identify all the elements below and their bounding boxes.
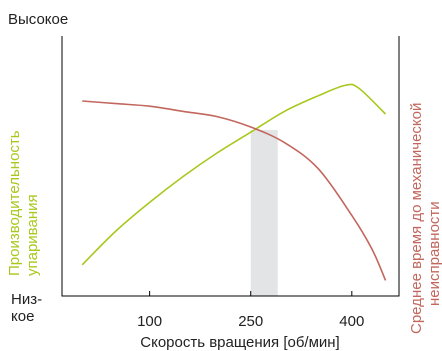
x-axis-label: Скорость вращения [об/мин] (140, 334, 339, 351)
x-tick-label: 100 (137, 313, 162, 330)
left-axis-label-line2: упаривания (24, 194, 41, 276)
series-line-evaporation (81, 83, 387, 266)
x-ticks: 100 250 400 (137, 291, 364, 330)
right-axis-label-line1: Среднее время до механической (408, 103, 425, 334)
x-tick-label: 400 (339, 313, 364, 330)
y-top-label: Высокое (8, 11, 68, 28)
right-axis-label-line2: неисправности (426, 201, 442, 306)
series-line-mtbf (82, 100, 387, 281)
y-bottom-label-line2: кое (11, 308, 34, 325)
series-lines (81, 83, 387, 281)
operating-range-band (250, 130, 278, 296)
left-axis-label-line1: Производительность (6, 130, 23, 276)
axes (61, 36, 400, 297)
x-tick-label: 250 (238, 313, 263, 330)
y-bottom-label-line1: Низ- (11, 291, 42, 308)
